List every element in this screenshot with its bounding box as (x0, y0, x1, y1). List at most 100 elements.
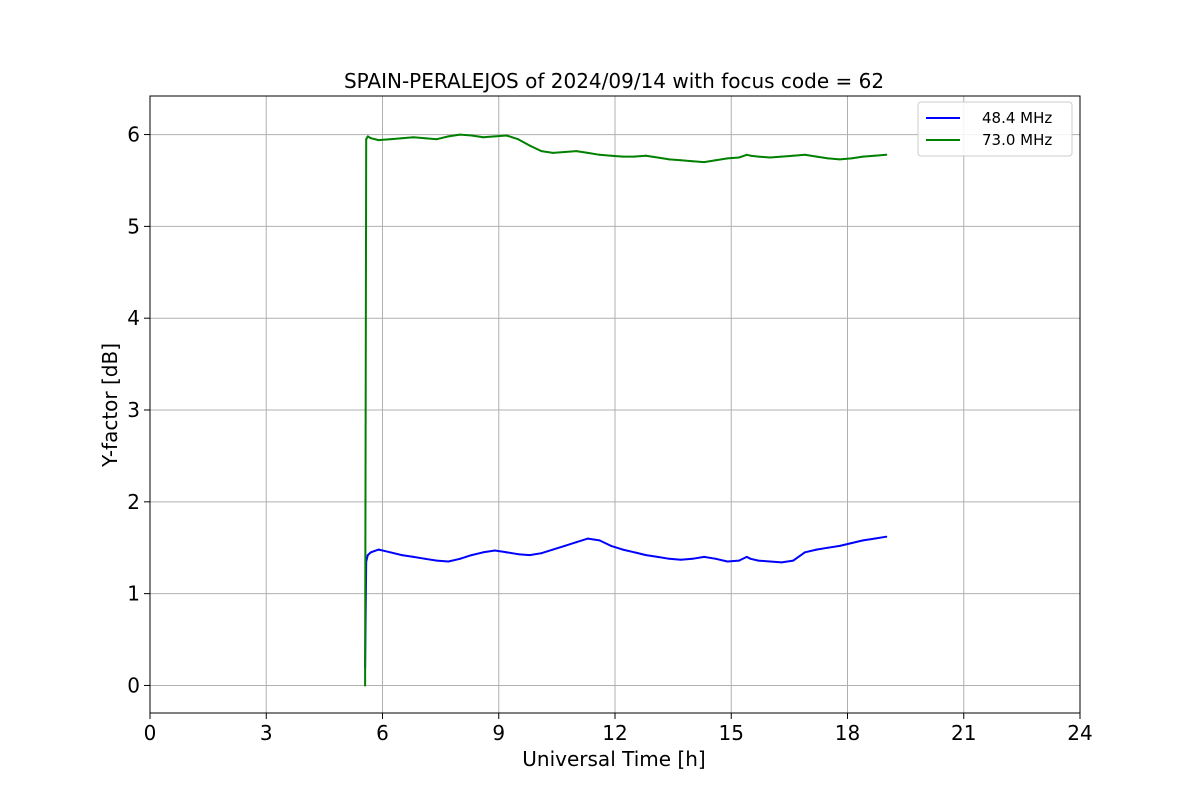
data-point (482, 136, 485, 139)
series-line-0 (364, 535, 887, 668)
data-point (575, 541, 578, 544)
data-point (505, 551, 508, 554)
data-point (862, 539, 864, 542)
series-line-1 (364, 133, 887, 686)
data-point (780, 561, 783, 564)
data-point (838, 158, 841, 161)
data-point (749, 154, 752, 157)
data-point (803, 153, 806, 156)
data-point (586, 537, 589, 540)
data-point (679, 159, 682, 162)
data-point (738, 559, 740, 562)
legend-label-48mhz: 48.4 MHz (982, 109, 1052, 127)
data-point (757, 559, 760, 562)
data-point (424, 137, 427, 140)
data-point (459, 557, 461, 560)
data-point (691, 557, 694, 560)
data-point (726, 560, 729, 563)
data-point (365, 138, 368, 141)
data-point (447, 135, 450, 138)
data-point (691, 160, 694, 163)
data-point (400, 554, 403, 557)
data-point (633, 551, 636, 554)
data-point (377, 139, 380, 142)
data-point (745, 555, 748, 558)
x-tick-label: 21 (951, 721, 976, 745)
data-point (668, 557, 671, 560)
data-point (780, 155, 783, 158)
data-point (493, 135, 496, 138)
y-tick-label: 6 (127, 123, 140, 147)
data-point (470, 554, 473, 557)
data-point (563, 151, 566, 154)
data-point (815, 155, 818, 158)
data-point (815, 548, 818, 551)
data-point (586, 151, 589, 154)
data-point (621, 548, 624, 551)
data-point (749, 557, 752, 560)
y-axis-ticks: 0 1 2 3 4 5 6 (127, 123, 150, 697)
x-tick-label: 9 (492, 721, 505, 745)
y-axis-label: Y-factor [dB] (98, 343, 122, 468)
series-layer (364, 133, 888, 687)
y-tick-label: 1 (127, 582, 140, 606)
data-point (435, 138, 438, 141)
y-tick-label: 5 (127, 214, 140, 238)
data-point (838, 544, 841, 547)
data-point (610, 544, 613, 547)
x-tick-label: 15 (719, 721, 744, 745)
data-point (645, 154, 647, 157)
data-point (668, 158, 671, 161)
data-point (726, 157, 729, 160)
data-point (827, 546, 830, 549)
y-tick-label: 0 (127, 673, 140, 697)
data-point (745, 153, 748, 156)
x-tick-label: 3 (260, 721, 273, 745)
data-point (563, 544, 566, 547)
data-point (377, 548, 380, 551)
data-point (517, 138, 520, 141)
data-point (528, 554, 531, 557)
y-tick-label: 2 (127, 490, 140, 514)
legend: 48.4 MHz 73.0 MHz (917, 101, 1073, 157)
legend-label-73mhz: 73.0 MHz (982, 131, 1052, 149)
data-point (633, 155, 636, 158)
data-point (482, 551, 485, 554)
data-point (850, 157, 853, 160)
data-point (528, 144, 531, 147)
data-point (364, 684, 367, 687)
data-point (873, 154, 876, 157)
data-point (645, 554, 647, 557)
data-point (369, 137, 372, 140)
data-point (459, 133, 461, 136)
data-point (803, 551, 806, 554)
data-point (621, 155, 624, 158)
data-point (540, 552, 543, 555)
x-axis-label: Universal Time [h] (522, 747, 705, 771)
x-axis-ticks: 0 3 6 9 12 15 18 21 24 (144, 713, 1093, 745)
data-point (885, 153, 888, 156)
data-point (575, 150, 578, 153)
data-point (769, 156, 771, 159)
data-point (389, 551, 392, 554)
data-point (540, 150, 543, 153)
data-point (656, 156, 659, 159)
data-point (400, 137, 403, 140)
data-point (412, 136, 415, 139)
data-point (873, 537, 876, 540)
data-point (610, 154, 613, 157)
data-point (792, 559, 795, 562)
y-tick-label: 4 (127, 306, 140, 330)
data-point (827, 157, 830, 160)
data-point (447, 560, 450, 563)
data-point (679, 558, 682, 561)
x-tick-label: 12 (602, 721, 627, 745)
data-point (703, 555, 706, 558)
data-point (714, 159, 717, 162)
data-point (862, 155, 864, 158)
data-point (412, 555, 415, 558)
data-point (598, 153, 601, 156)
data-point (366, 135, 369, 138)
data-point (517, 553, 520, 556)
